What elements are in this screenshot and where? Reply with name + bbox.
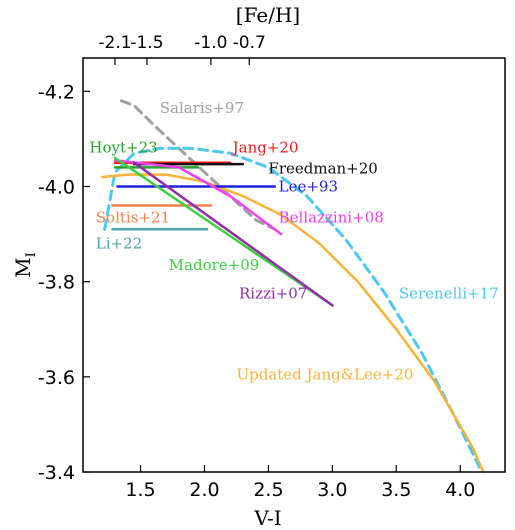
series-label-li-22: Li+22 (96, 235, 142, 253)
series-label-madore-09: Madore+09 (169, 256, 260, 274)
y-tick-label: -3.4 (38, 462, 75, 484)
top-tick-label: -1.5 (130, 33, 163, 53)
series-label-soltis-21: Soltis+21 (96, 208, 170, 226)
x-tick-label: 2.5 (253, 479, 283, 501)
top-tick-label: -2.1 (98, 33, 131, 53)
series-label-serenelli-17: Serenelli+17 (399, 285, 499, 303)
y-tick-label: -4.2 (38, 81, 75, 103)
plot-frame (82, 57, 506, 473)
top-tick-label: -1.0 (194, 33, 227, 53)
series-label-bellazzini-08: Bellazzini+08 (279, 208, 384, 226)
y-tick-label: -3.6 (38, 367, 75, 389)
series-label-salaris-97: Salaris+97 (160, 99, 244, 117)
ticks-layer: 1.5 2.0 2.5 3.0 3.5 4.0 -4.2 -4.0 -3.8 -3.6 -3.4 -2… (38, 33, 475, 501)
x-tick-label: 1.5 (125, 479, 155, 501)
series-line-updated-jang-lee-20 (100, 173, 485, 474)
series-label-hoyt-23: Hoyt+23 (89, 138, 157, 156)
series-line-salaris-97 (119, 99, 277, 231)
y-tick-label: -4.0 (38, 176, 75, 198)
series-layer (100, 99, 485, 474)
series-label-lee-93: Lee+93 (279, 177, 338, 195)
top-axis-title: [Fe/H] (236, 3, 300, 27)
series-label-rizzi-07: Rizzi+07 (239, 285, 307, 303)
series-label-jang-20: Jang+20 (231, 138, 299, 156)
series-label-updated-jang-lee-20: Updated Jang&Lee+20 (236, 365, 413, 383)
series-label-freedman-20: Freedman+20 (268, 159, 377, 177)
x-tick-label: 3.5 (381, 479, 411, 501)
y-axis-title-subscript: I (24, 252, 39, 257)
x-tick-label: 2.0 (189, 479, 219, 501)
x-tick-label: 4.0 (445, 479, 475, 501)
series-line-rizzi-07 (132, 161, 334, 307)
y-axis-title-main: M (11, 257, 35, 277)
series-line-bellazzini-08 (113, 159, 283, 236)
x-axis-title: V-I (253, 506, 281, 530)
series-line-serenelli-17 (103, 146, 481, 469)
x-tick-label: 3.0 (317, 479, 347, 501)
y-axis-title: MI (11, 252, 39, 278)
top-tick-label: -0.7 (233, 33, 266, 53)
y-tick-label: -3.8 (38, 272, 75, 294)
labels-layer: Salaris+97 Serenelli+17 Updated Jang&Lee+2… (89, 99, 498, 383)
